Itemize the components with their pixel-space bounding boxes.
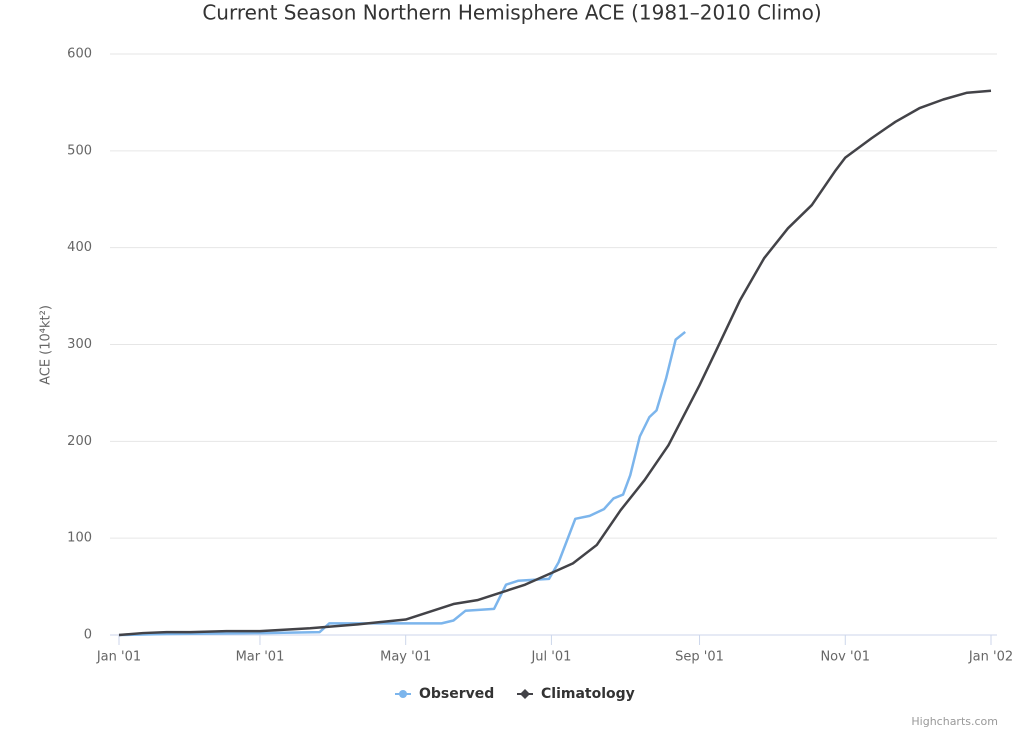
legend-label: Climatology	[541, 686, 635, 702]
x-tick-label: Nov '01	[820, 650, 870, 665]
legend-label: Observed	[419, 686, 494, 702]
x-tick-label: Mar '01	[236, 650, 285, 665]
credit: Highcharts.com	[911, 715, 998, 728]
y-tick-label: 600	[67, 47, 92, 62]
y-tick-label: 200	[67, 434, 92, 449]
y-axis-label: ACE (10⁴kt²)	[39, 305, 54, 385]
y-tick-label: 0	[84, 628, 92, 643]
legend-marker	[399, 690, 407, 698]
chart-title: Current Season Northern Hemisphere ACE (…	[202, 1, 821, 25]
y-tick-label: 100	[67, 531, 92, 546]
y-tick-label: 500	[67, 143, 92, 158]
y-tick-label: 400	[67, 240, 92, 255]
legend-marker	[520, 689, 530, 699]
x-tick-label: Jan '01	[96, 650, 141, 665]
y-tick-label: 300	[67, 337, 92, 352]
x-tick-label: May '01	[380, 650, 431, 665]
x-tick-label: Jul '01	[530, 650, 571, 665]
series-line	[118, 89, 992, 637]
series-line	[118, 330, 686, 637]
x-tick-label: Jan '02	[968, 650, 1013, 665]
x-tick-label: Sep '01	[675, 650, 724, 665]
